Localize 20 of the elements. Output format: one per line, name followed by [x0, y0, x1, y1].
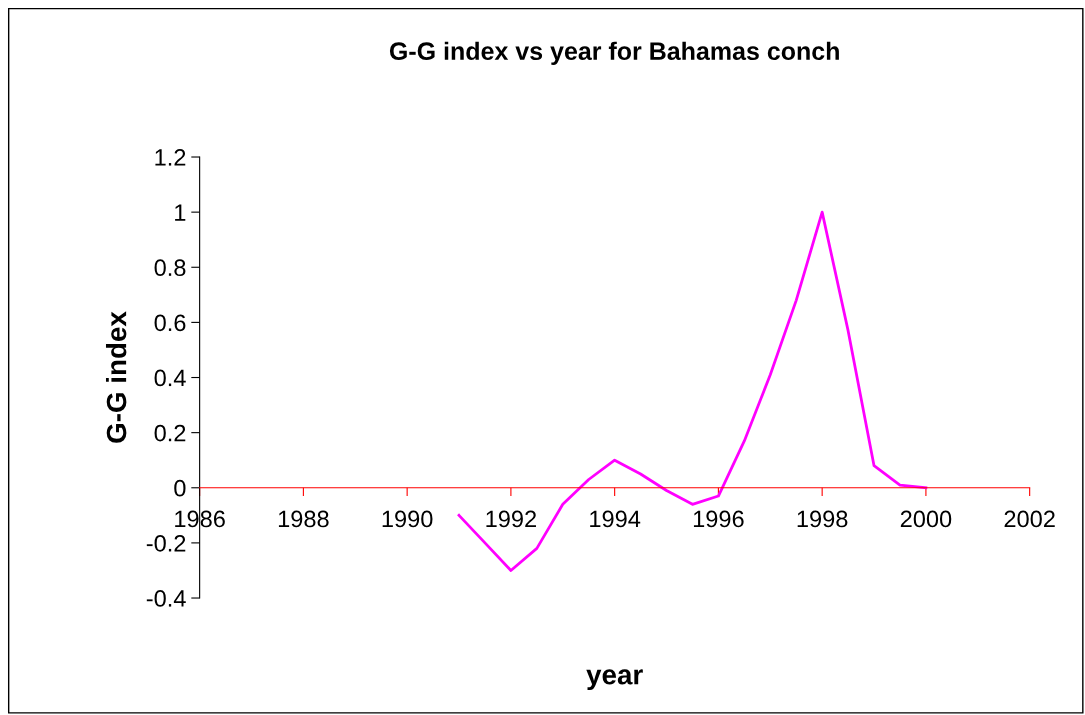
- y-tick-label: -0.2: [146, 534, 186, 552]
- x-tick-label: 1990: [382, 510, 433, 528]
- y-tick-label: 0.8: [154, 259, 186, 277]
- x-tick-label: 1992: [486, 510, 536, 528]
- x-tick-label: 1994: [590, 510, 641, 528]
- y-tick-label: 0.2: [154, 424, 186, 442]
- y-tick-label: 1: [175, 204, 186, 221]
- x-axis-title: year: [586, 669, 643, 691]
- x-tick-label: 2002: [1004, 510, 1055, 528]
- chart-title: G-G index vs year for Bahamas conch: [389, 41, 839, 65]
- y-tick-label: 1.2: [155, 149, 186, 166]
- y-tick-label: 0.6: [154, 314, 186, 332]
- x-tick-label: 1998: [797, 510, 848, 528]
- y-tick-label: 0.4: [154, 369, 186, 387]
- y-axis-title: G-G index: [105, 311, 127, 443]
- x-tick-label: 1988: [278, 510, 329, 528]
- x-tick-label: 1996: [693, 510, 744, 528]
- y-tick-label: -0.4: [146, 590, 186, 607]
- x-tick-label: 2000: [900, 510, 952, 528]
- y-tick-label: 0: [174, 479, 186, 497]
